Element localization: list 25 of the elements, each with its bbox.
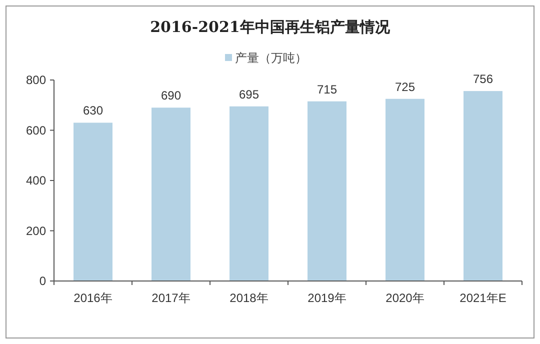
x-tick-label: 2020年 (386, 291, 424, 305)
y-tick-label: 600 (26, 123, 46, 138)
x-tick-label: 2016年 (74, 291, 112, 305)
x-tick-label: 2017年 (152, 291, 190, 305)
x-tick-label: 2019年 (308, 291, 346, 305)
chart-title: 2016-2021年中国再生铝产量情况 (150, 18, 391, 36)
bar (308, 101, 346, 281)
x-tick-label: 2018年 (230, 291, 268, 305)
bar (464, 91, 502, 281)
data-label: 695 (238, 87, 260, 102)
y-tick-label: 400 (26, 174, 46, 188)
bar (152, 108, 190, 281)
x-tick-label: 2021年E (460, 291, 506, 305)
data-label: 630 (82, 104, 104, 118)
data-label: 756 (472, 72, 494, 86)
legend-label: 产量（万吨） (235, 51, 307, 65)
data-label: 690 (160, 88, 182, 103)
y-tick-label: 800 (26, 73, 46, 87)
data-label: 725 (394, 80, 416, 94)
bar (74, 122, 112, 281)
data-label: 715 (316, 82, 338, 96)
y-tick-label: 0 (39, 274, 46, 288)
bar (386, 98, 424, 281)
y-tick-label: 200 (26, 224, 46, 238)
bar (230, 106, 268, 281)
